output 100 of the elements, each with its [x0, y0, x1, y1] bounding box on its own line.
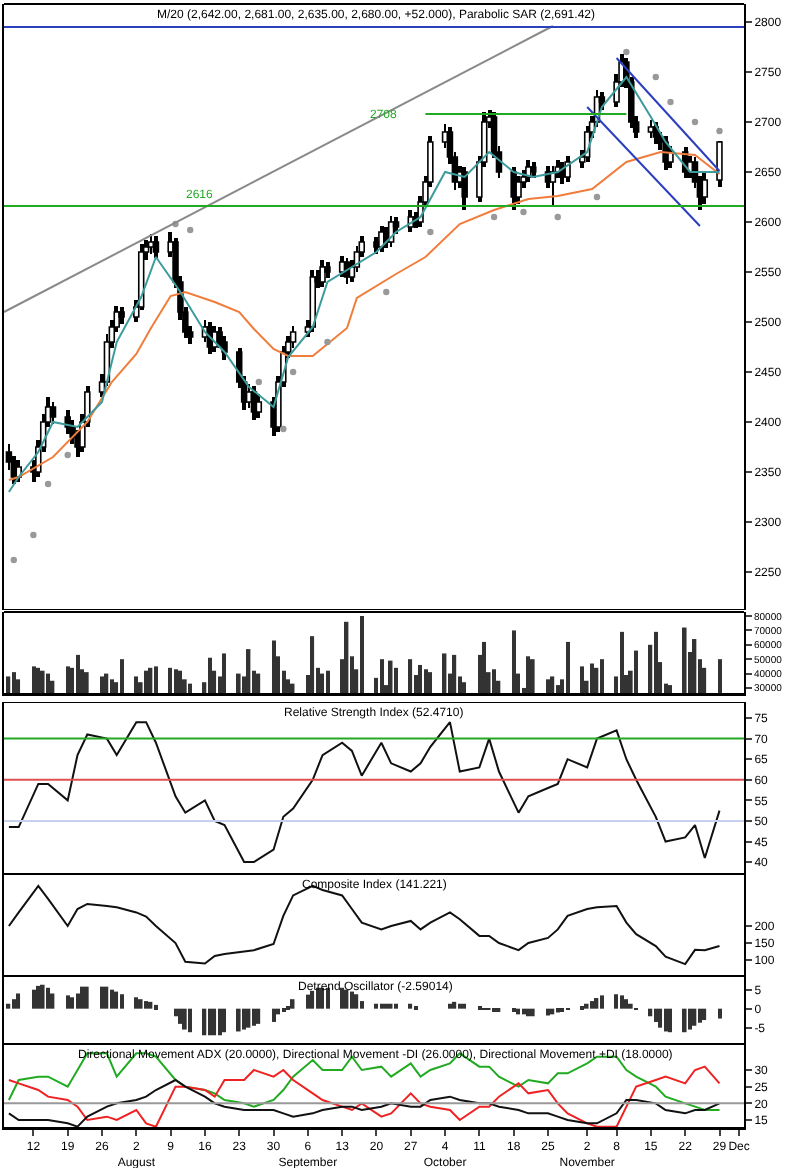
point — [691, 118, 699, 126]
bar — [452, 1001, 457, 1009]
bar — [32, 989, 36, 1009]
bar — [70, 997, 74, 1009]
point — [427, 228, 434, 236]
bar — [182, 1008, 187, 1030]
bar — [624, 999, 628, 1009]
bar — [16, 993, 21, 1009]
bar — [688, 1008, 692, 1030]
bar — [394, 1003, 398, 1009]
bar — [698, 1008, 702, 1023]
point — [667, 98, 674, 106]
bar — [458, 1003, 462, 1009]
bar — [208, 1008, 212, 1036]
bar — [360, 1001, 364, 1009]
bar — [252, 1008, 256, 1026]
bar — [380, 1003, 384, 1009]
point — [10, 556, 17, 564]
bar — [40, 984, 45, 1009]
point — [593, 193, 601, 201]
point — [383, 288, 390, 296]
bar — [154, 1004, 158, 1010]
bar — [614, 994, 618, 1009]
bar — [590, 1001, 594, 1009]
line-series — [7, 1052, 721, 1111]
bar — [350, 991, 354, 1009]
bar — [178, 1008, 182, 1024]
point — [289, 368, 297, 376]
bar — [144, 1001, 148, 1009]
point — [187, 226, 194, 234]
point — [280, 425, 287, 433]
bar — [110, 989, 114, 1009]
bar — [66, 995, 70, 1009]
bar — [80, 986, 84, 1009]
bar — [654, 1008, 658, 1022]
point — [324, 338, 331, 346]
bar — [306, 994, 310, 1009]
point — [64, 451, 71, 459]
point — [623, 48, 630, 56]
bar — [246, 1008, 251, 1028]
bar — [388, 1003, 393, 1009]
bar — [462, 1003, 466, 1009]
bar — [6, 1003, 11, 1009]
bar — [354, 994, 359, 1009]
bar — [138, 999, 143, 1009]
bar — [222, 1008, 226, 1033]
bar — [546, 1008, 550, 1016]
bar — [100, 986, 104, 1009]
bar — [218, 1008, 222, 1036]
bar — [448, 1003, 452, 1009]
point — [255, 378, 263, 386]
bar — [12, 999, 16, 1009]
bar — [134, 997, 138, 1009]
bar — [46, 987, 50, 1009]
bar — [628, 1003, 633, 1009]
bar — [50, 993, 55, 1009]
point — [30, 531, 37, 539]
bar — [664, 1008, 668, 1032]
bar — [682, 1008, 687, 1033]
line-series — [7, 721, 721, 864]
bar — [316, 987, 320, 1009]
bar — [340, 987, 344, 1009]
bar — [120, 994, 124, 1009]
bar — [326, 987, 330, 1009]
bar — [290, 999, 295, 1009]
bar — [620, 995, 624, 1009]
bar — [114, 991, 119, 1009]
bar — [84, 986, 89, 1009]
bar — [174, 1008, 178, 1017]
bar — [692, 1008, 697, 1026]
bar — [310, 990, 315, 1009]
point — [520, 208, 527, 216]
point — [490, 213, 498, 221]
bar — [212, 1008, 217, 1036]
line-series — [7, 1079, 721, 1128]
bar — [374, 1003, 378, 1009]
point — [554, 213, 561, 221]
bar — [76, 993, 80, 1009]
bar — [188, 1008, 192, 1033]
line-series — [7, 1065, 721, 1128]
bar — [236, 1008, 241, 1032]
bar — [320, 987, 324, 1009]
point — [716, 127, 723, 135]
bar — [104, 986, 109, 1009]
bar — [202, 1008, 207, 1036]
bar — [242, 1008, 246, 1030]
point — [44, 480, 52, 488]
bar — [594, 998, 599, 1009]
bar — [584, 1003, 589, 1009]
bar — [668, 1008, 672, 1033]
bar — [148, 1001, 153, 1009]
bar — [600, 995, 604, 1009]
bar — [272, 1008, 276, 1022]
bar — [658, 1008, 663, 1028]
bar — [718, 1008, 722, 1019]
bar — [702, 1008, 707, 1021]
bar — [256, 1008, 261, 1024]
point — [652, 73, 659, 81]
bar — [408, 1003, 413, 1009]
bar — [530, 1008, 535, 1017]
